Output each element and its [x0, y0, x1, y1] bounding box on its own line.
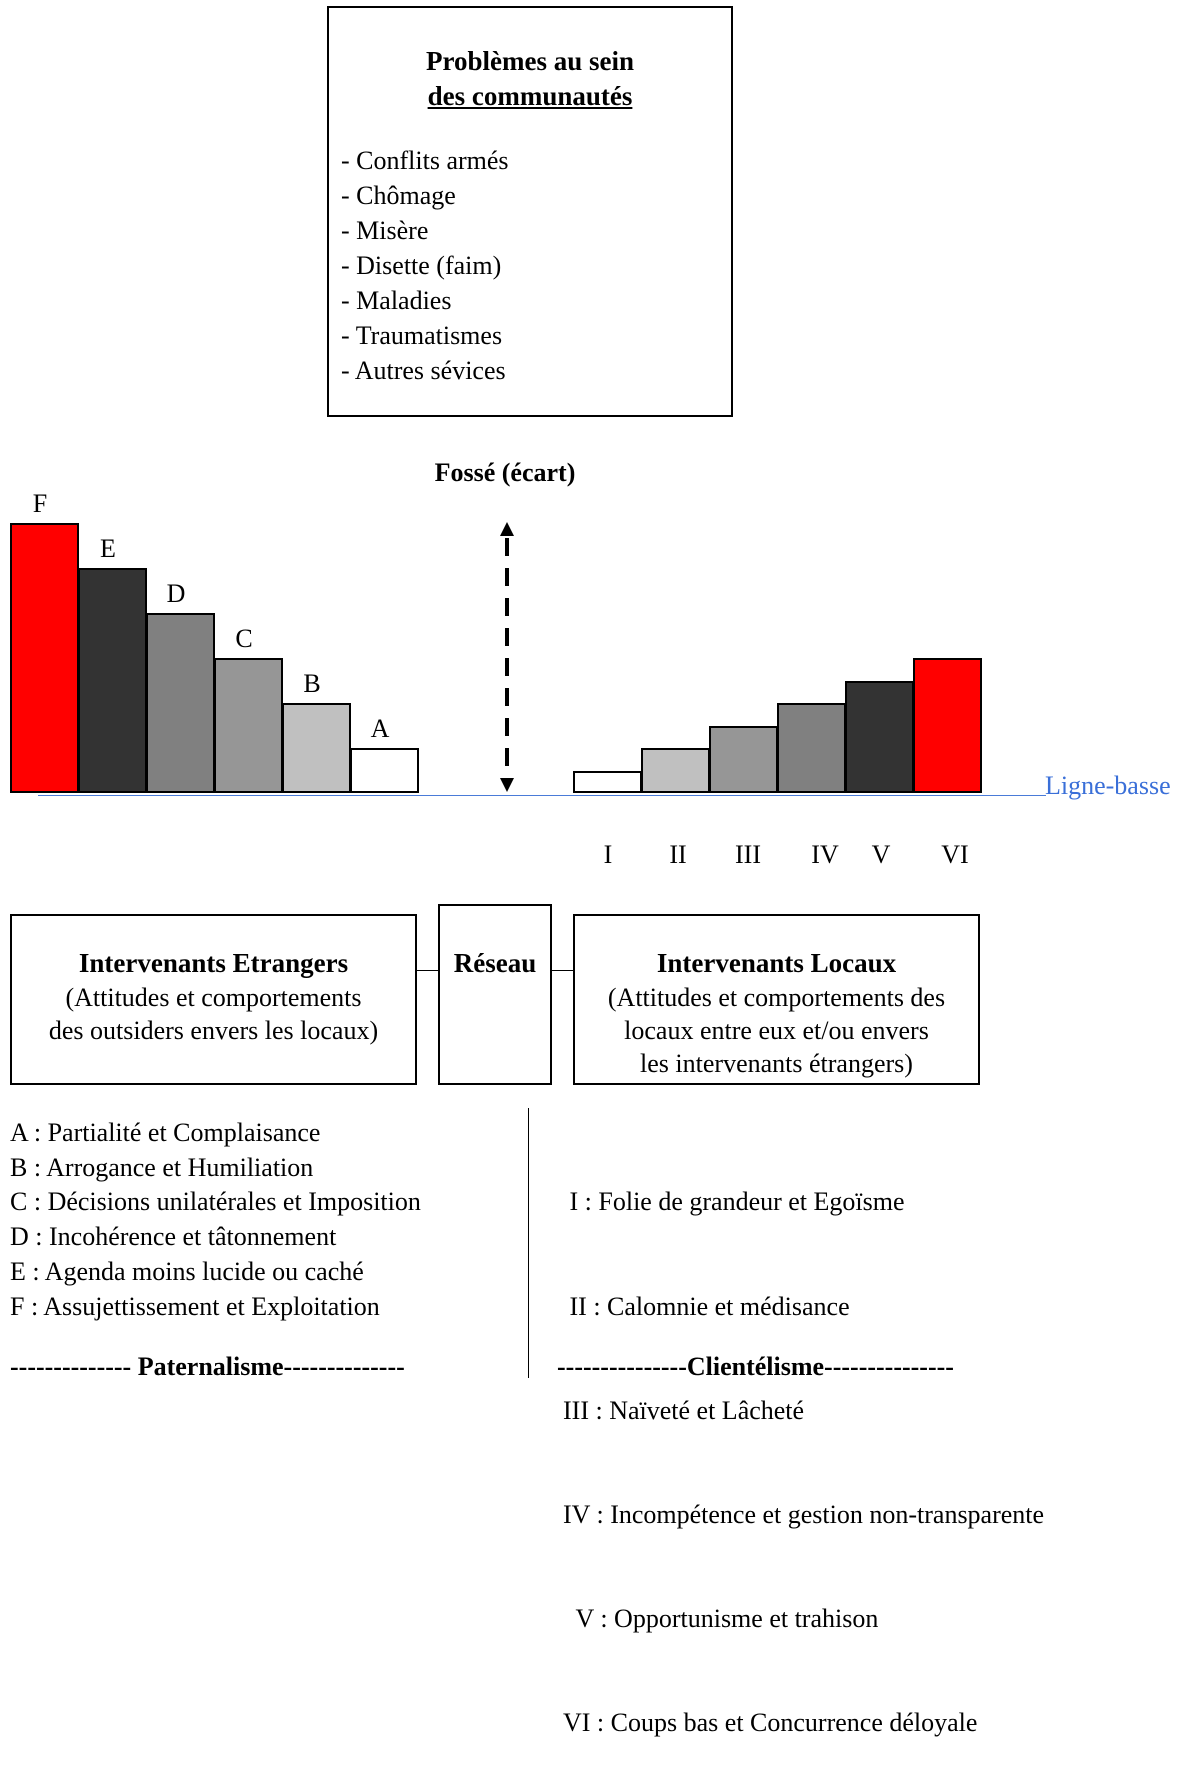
baseline-label: Ligne-basse	[1045, 771, 1171, 800]
local-bar-label: I	[603, 840, 613, 869]
gap-arrow-icon	[500, 522, 514, 792]
problem-item: - Autres sévices	[341, 356, 506, 385]
connector-line	[417, 970, 438, 971]
local-desc-line: (Attitudes et comportements des	[607, 983, 946, 1012]
local-desc-line: les intervenants étrangers)	[640, 1049, 913, 1078]
local-bar	[709, 725, 778, 793]
legend-item: A : Partialité et Complaisance	[10, 1118, 321, 1147]
local-bar	[641, 748, 710, 793]
problem-item: - Chômage	[341, 181, 456, 210]
local-actors-title: Intervenants Locaux	[656, 948, 897, 978]
foreign-desc-line: (Attitudes et comportements	[65, 983, 362, 1012]
foreign-actors-title: Intervenants Etrangers	[78, 948, 349, 978]
local-bar-label: V	[871, 840, 891, 869]
legend-divider	[528, 1108, 529, 1378]
legend-item: VI : Coups bas et Concurrence déloyale	[563, 1707, 978, 1737]
problems-list: - Conflits armés - Chômage - Misère - Di…	[341, 143, 509, 388]
gap-label: Fossé (écart)	[434, 458, 576, 487]
problem-item: - Maladies	[341, 286, 452, 315]
foreign-actors-box: Intervenants Etrangers (Attitudes et com…	[10, 914, 417, 1085]
local-bar-label: IV	[811, 840, 839, 869]
local-actors-box: Intervenants Locaux (Attitudes et compor…	[573, 914, 980, 1085]
footer-clientelism: ---------------Clientélisme-------------…	[557, 1352, 954, 1381]
foreign-bar-letter: C	[235, 624, 253, 653]
footer-paternalism: -------------- Paternalisme-------------…	[10, 1352, 405, 1381]
foreign-bar-letter: E	[100, 534, 116, 563]
local-actors-desc: (Attitudes et comportements des locaux e…	[575, 981, 978, 1080]
foreign-bar	[10, 523, 79, 793]
legend-item: E : Agenda moins lucide ou caché	[10, 1256, 364, 1286]
problem-item: - Misère	[341, 216, 429, 245]
foreign-bar-letter: D	[166, 579, 186, 608]
foreign-desc-line: des outsiders envers les locaux)	[48, 1016, 379, 1045]
local-bar	[573, 770, 642, 793]
legend-foreign: A : Partialité et Complaisance B : Arrog…	[10, 1116, 421, 1324]
foreign-bar-letter: B	[303, 669, 321, 698]
legend-item: D : Incohérence et tâtonnement	[10, 1222, 337, 1252]
foreign-bar-letter: F	[32, 489, 48, 518]
legend-item: I : Folie de grandeur et Egoïsme	[563, 1187, 905, 1217]
local-desc-line: locaux entre eux et/ou envers	[624, 1016, 929, 1045]
legend-item: V : Opportunisme et trahison	[563, 1603, 879, 1633]
problems-title-line1: Problèmes au sein	[426, 46, 634, 76]
network-box: Réseau	[438, 904, 552, 1085]
foreign-actors-desc: (Attitudes et comportements des outsider…	[12, 981, 415, 1047]
legend-item: B : Arrogance et Humiliation	[10, 1152, 314, 1182]
problems-box: Problèmes au sein des communautés - Conf…	[327, 6, 733, 417]
foreign-bar	[214, 658, 283, 793]
local-bar	[845, 680, 914, 793]
local-bar-label: II	[669, 840, 687, 869]
foreign-bar	[350, 748, 419, 793]
legend-item: IV : Incompétence et gestion non-transpa…	[563, 1499, 1045, 1529]
local-bar	[913, 658, 982, 793]
problem-item: - Disette (faim)	[341, 251, 502, 280]
legend-item: F : Assujettissement et Exploitation	[10, 1291, 380, 1321]
network-title: Réseau	[453, 948, 537, 978]
problem-item: - Traumatismes	[341, 321, 503, 350]
connector-line	[552, 970, 573, 971]
legend-local: I : Folie de grandeur et Egoïsme II : Ca…	[563, 1116, 1044, 1775]
legend-item: III : Naïveté et Lâcheté	[563, 1395, 805, 1425]
foreign-bar	[78, 568, 147, 793]
legend-item: II : Calomnie et médisance	[563, 1291, 850, 1321]
foreign-bar-letter: A	[370, 714, 390, 743]
local-bar-label: III	[735, 840, 761, 869]
local-bar-label: VI	[941, 840, 969, 869]
local-bar	[777, 703, 846, 793]
legend-item: C : Décisions unilatérales et Imposition	[10, 1187, 421, 1217]
baseline-line	[38, 795, 1046, 796]
problems-title: Problèmes au sein des communautés	[329, 44, 731, 114]
foreign-bar	[146, 613, 215, 793]
foreign-bar	[282, 703, 351, 793]
problem-item: - Conflits armés	[341, 146, 509, 175]
problems-title-line2: des communautés	[427, 81, 633, 111]
